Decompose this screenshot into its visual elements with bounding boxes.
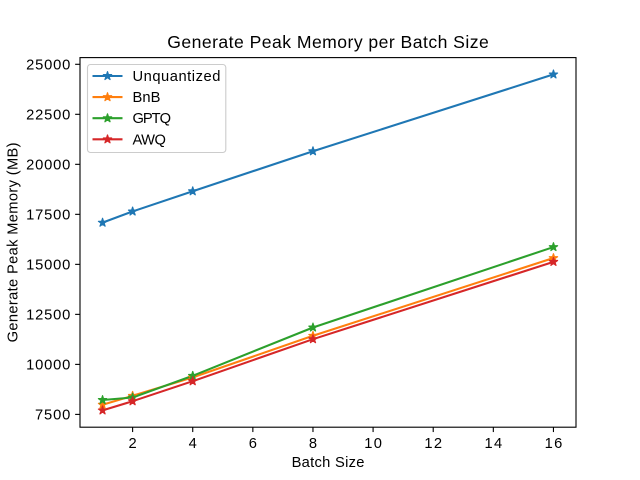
svg-text:15000: 15000 <box>26 257 70 273</box>
svg-text:BnB: BnB <box>133 90 161 106</box>
svg-text:6: 6 <box>249 436 257 452</box>
svg-text:AWQ: AWQ <box>133 132 166 148</box>
svg-text:Batch Size: Batch Size <box>292 455 365 471</box>
svg-text:25000: 25000 <box>26 57 70 73</box>
svg-text:Generate Peak Memory (MB): Generate Peak Memory (MB) <box>5 142 21 342</box>
svg-text:8: 8 <box>309 436 317 452</box>
svg-text:2: 2 <box>129 436 137 452</box>
svg-text:Generate Peak Memory per Batch: Generate Peak Memory per Batch Size <box>167 32 489 52</box>
svg-text:10000: 10000 <box>26 357 70 373</box>
svg-text:20000: 20000 <box>26 157 70 173</box>
svg-text:10: 10 <box>364 436 382 452</box>
svg-text:22500: 22500 <box>26 107 70 123</box>
svg-text:12500: 12500 <box>26 307 70 323</box>
svg-text:7500: 7500 <box>35 407 70 423</box>
svg-text:14: 14 <box>484 436 502 452</box>
svg-text:Unquantized: Unquantized <box>133 69 221 85</box>
svg-text:16: 16 <box>545 436 563 452</box>
svg-text:4: 4 <box>189 436 197 452</box>
svg-text:17500: 17500 <box>26 207 70 223</box>
svg-text:GPTQ: GPTQ <box>133 111 172 127</box>
svg-text:12: 12 <box>424 436 442 452</box>
